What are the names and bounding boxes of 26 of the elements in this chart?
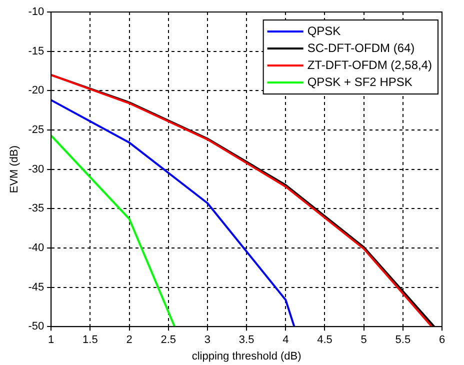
y-tick-label: -25 [28,124,44,136]
x-tick-label: 5 [360,334,367,346]
y-axis-title: EVM (dB) [8,145,21,194]
y-tick-label: -40 [28,242,44,254]
x-tick-label: 5.5 [395,334,411,346]
x-tick-label: 1.5 [82,334,98,346]
y-tick-label: -35 [28,202,44,215]
x-tick-label: 4.5 [317,334,332,346]
x-tick-label: 2.5 [160,334,176,346]
x-tick-label: 2 [126,334,132,346]
x-axis-title: clipping threshold (dB) [192,350,302,362]
x-tick-label: 6 [438,334,446,346]
x-tick-label: 3 [204,334,211,346]
x-tick-label: 1 [48,334,54,346]
y-tick-label: -30 [28,163,44,176]
legend-label: QPSK + SF2 HPSK [307,74,412,89]
y-tick-label: -10 [28,6,44,18]
y-tick-label: -15 [28,45,44,58]
x-tick-label: 4 [282,334,289,346]
legend-label: SC-DFT-OFDM (64) [307,40,415,55]
legend-label: QPSK [307,24,341,38]
y-tick-label: -45 [28,281,44,294]
y-tick-label: -20 [28,84,44,97]
x-tick-label: 3.5 [238,334,254,346]
legend-label: ZT-DFT-OFDM (2,58,4) [307,58,432,72]
y-tick-label: -50 [28,320,44,333]
